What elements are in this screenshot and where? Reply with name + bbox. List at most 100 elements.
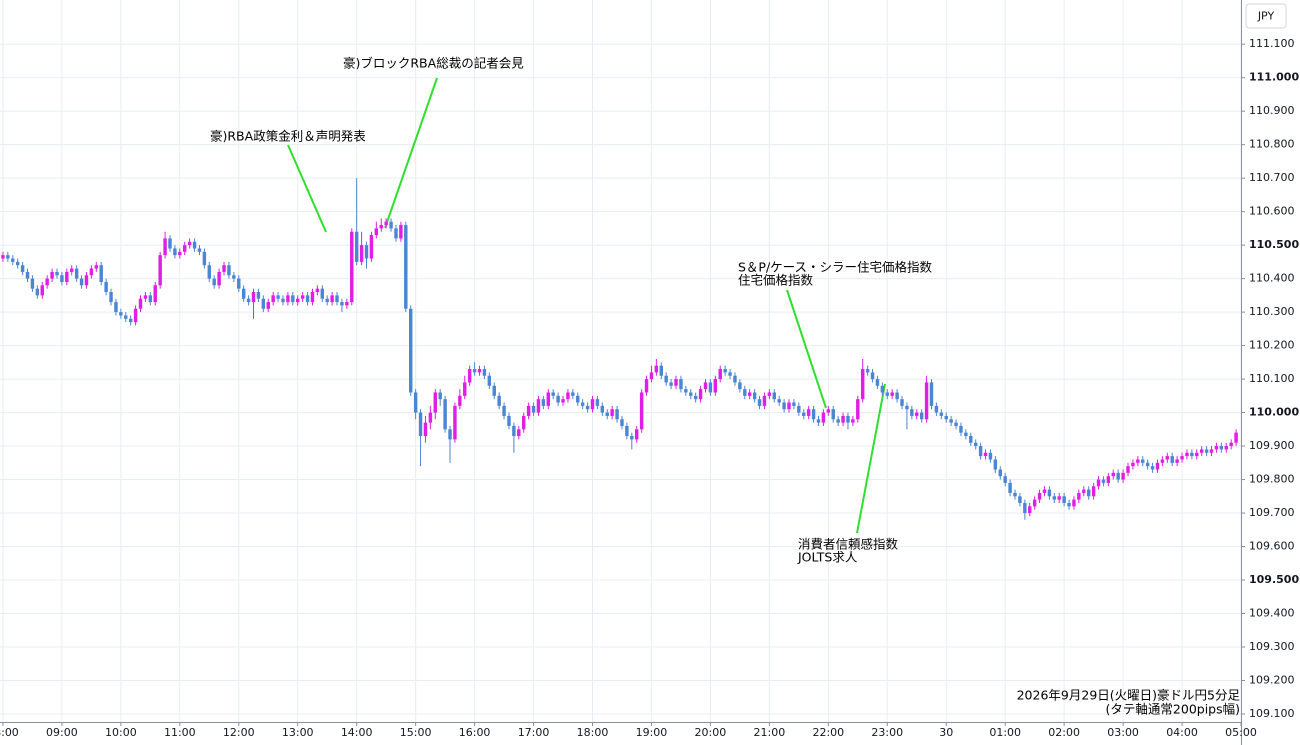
candle-body [1052,496,1057,500]
candle-body [153,285,157,303]
candle-body [919,412,924,420]
candle-body [463,382,467,396]
candle-body [915,412,919,416]
y-tick-label: 110.100 [1249,372,1295,385]
candle-body [821,412,826,423]
candle-body [590,399,595,410]
candle-body [767,392,772,396]
candle-body [684,389,688,393]
candle-body [104,281,108,293]
candle-body [310,292,315,303]
candle-body [860,369,865,400]
candle-body [723,369,727,373]
x-tick-label: 15:00 [400,726,432,739]
candle-body [183,245,187,252]
candle-body [296,298,300,303]
candle-body [541,399,546,406]
candle-body [212,278,216,286]
y-tick-label: 110.700 [1249,171,1295,184]
candle-body [1023,502,1027,514]
candle-body [517,429,521,437]
candle-body [693,395,698,400]
candle-body [384,221,388,226]
candle-body [507,415,511,426]
candle-body [595,399,600,406]
y-tick-label: 109.500 [1249,573,1299,586]
annotation-text: S＆P/ケース・シラー住宅価格指数 [738,260,933,275]
candle-body [1195,452,1199,457]
x-tick-label: 30 [939,726,953,739]
candle-body [217,271,221,286]
candle-body [1150,466,1155,470]
x-tick-label: 23:00 [871,726,903,739]
candle-body [202,251,207,266]
candle-body [74,268,79,279]
candle-body [448,429,452,440]
candle-body [502,405,506,416]
candle-body [954,422,958,426]
candle-body [241,288,246,299]
y-tick-label: 110.900 [1249,104,1295,117]
candle-body [143,295,148,299]
candle-body [1057,496,1061,500]
candle-body [900,399,904,406]
candle-body [1096,479,1101,487]
x-tick-label: 16:00 [459,726,491,739]
candle-body [988,452,993,460]
candle-body [1121,472,1125,480]
candle-body [561,399,565,403]
candle-body [615,409,619,420]
candle-body [679,379,683,390]
candle-body [841,415,845,423]
candle-body [15,261,20,266]
candle-body [969,436,973,443]
candle-body [1175,459,1179,463]
candle-body [875,379,880,386]
candle-body [187,241,192,246]
candle-body [413,392,418,413]
candle-body [551,392,555,396]
annotation-leader [856,383,886,534]
candle-body [905,405,909,410]
annotation-leader [786,289,827,409]
candle-body [526,405,531,416]
time-axis: 08:00 09:00 10:00 11:00 12:00 13:00 14:00 15:00… [0,722,1257,739]
candle-body [79,278,84,286]
candle-body [978,446,983,457]
candle-body [330,295,334,303]
candle-body [60,275,64,282]
candle-body [782,402,786,410]
candle-body [1141,459,1145,463]
y-tick-label: 110.400 [1249,272,1295,285]
candle-body [929,382,934,406]
candle-body [94,265,99,269]
candle-body [114,302,118,313]
annotation-leader [287,144,327,233]
candle-body [276,295,280,299]
candle-body [1101,479,1106,483]
y-tick-label: 109.400 [1249,606,1295,619]
candle-body [546,392,550,406]
candle-body [521,415,526,430]
candle-body [792,402,796,406]
candle-body [1042,489,1047,493]
candle-body [811,409,816,420]
candle-body [11,258,15,262]
candle-body [70,268,74,272]
candle-body [281,298,285,303]
y-tick-label: 110.500 [1249,238,1299,251]
candle-body [605,412,609,416]
price-axis: 109.100 109.200 109.300 109.400 109.500 109.6… [1241,37,1299,720]
candle-body [168,238,172,249]
candle-body [1224,446,1228,450]
candle-body [335,295,339,303]
candle-body [30,278,35,289]
y-tick-label: 111.000 [1249,71,1299,84]
candle-body [895,392,899,400]
candle-body [350,231,354,303]
candle-body [964,432,968,437]
candle-body [713,379,718,393]
candle-body [291,295,295,303]
candle-body [50,271,54,279]
candle-body [300,295,305,299]
